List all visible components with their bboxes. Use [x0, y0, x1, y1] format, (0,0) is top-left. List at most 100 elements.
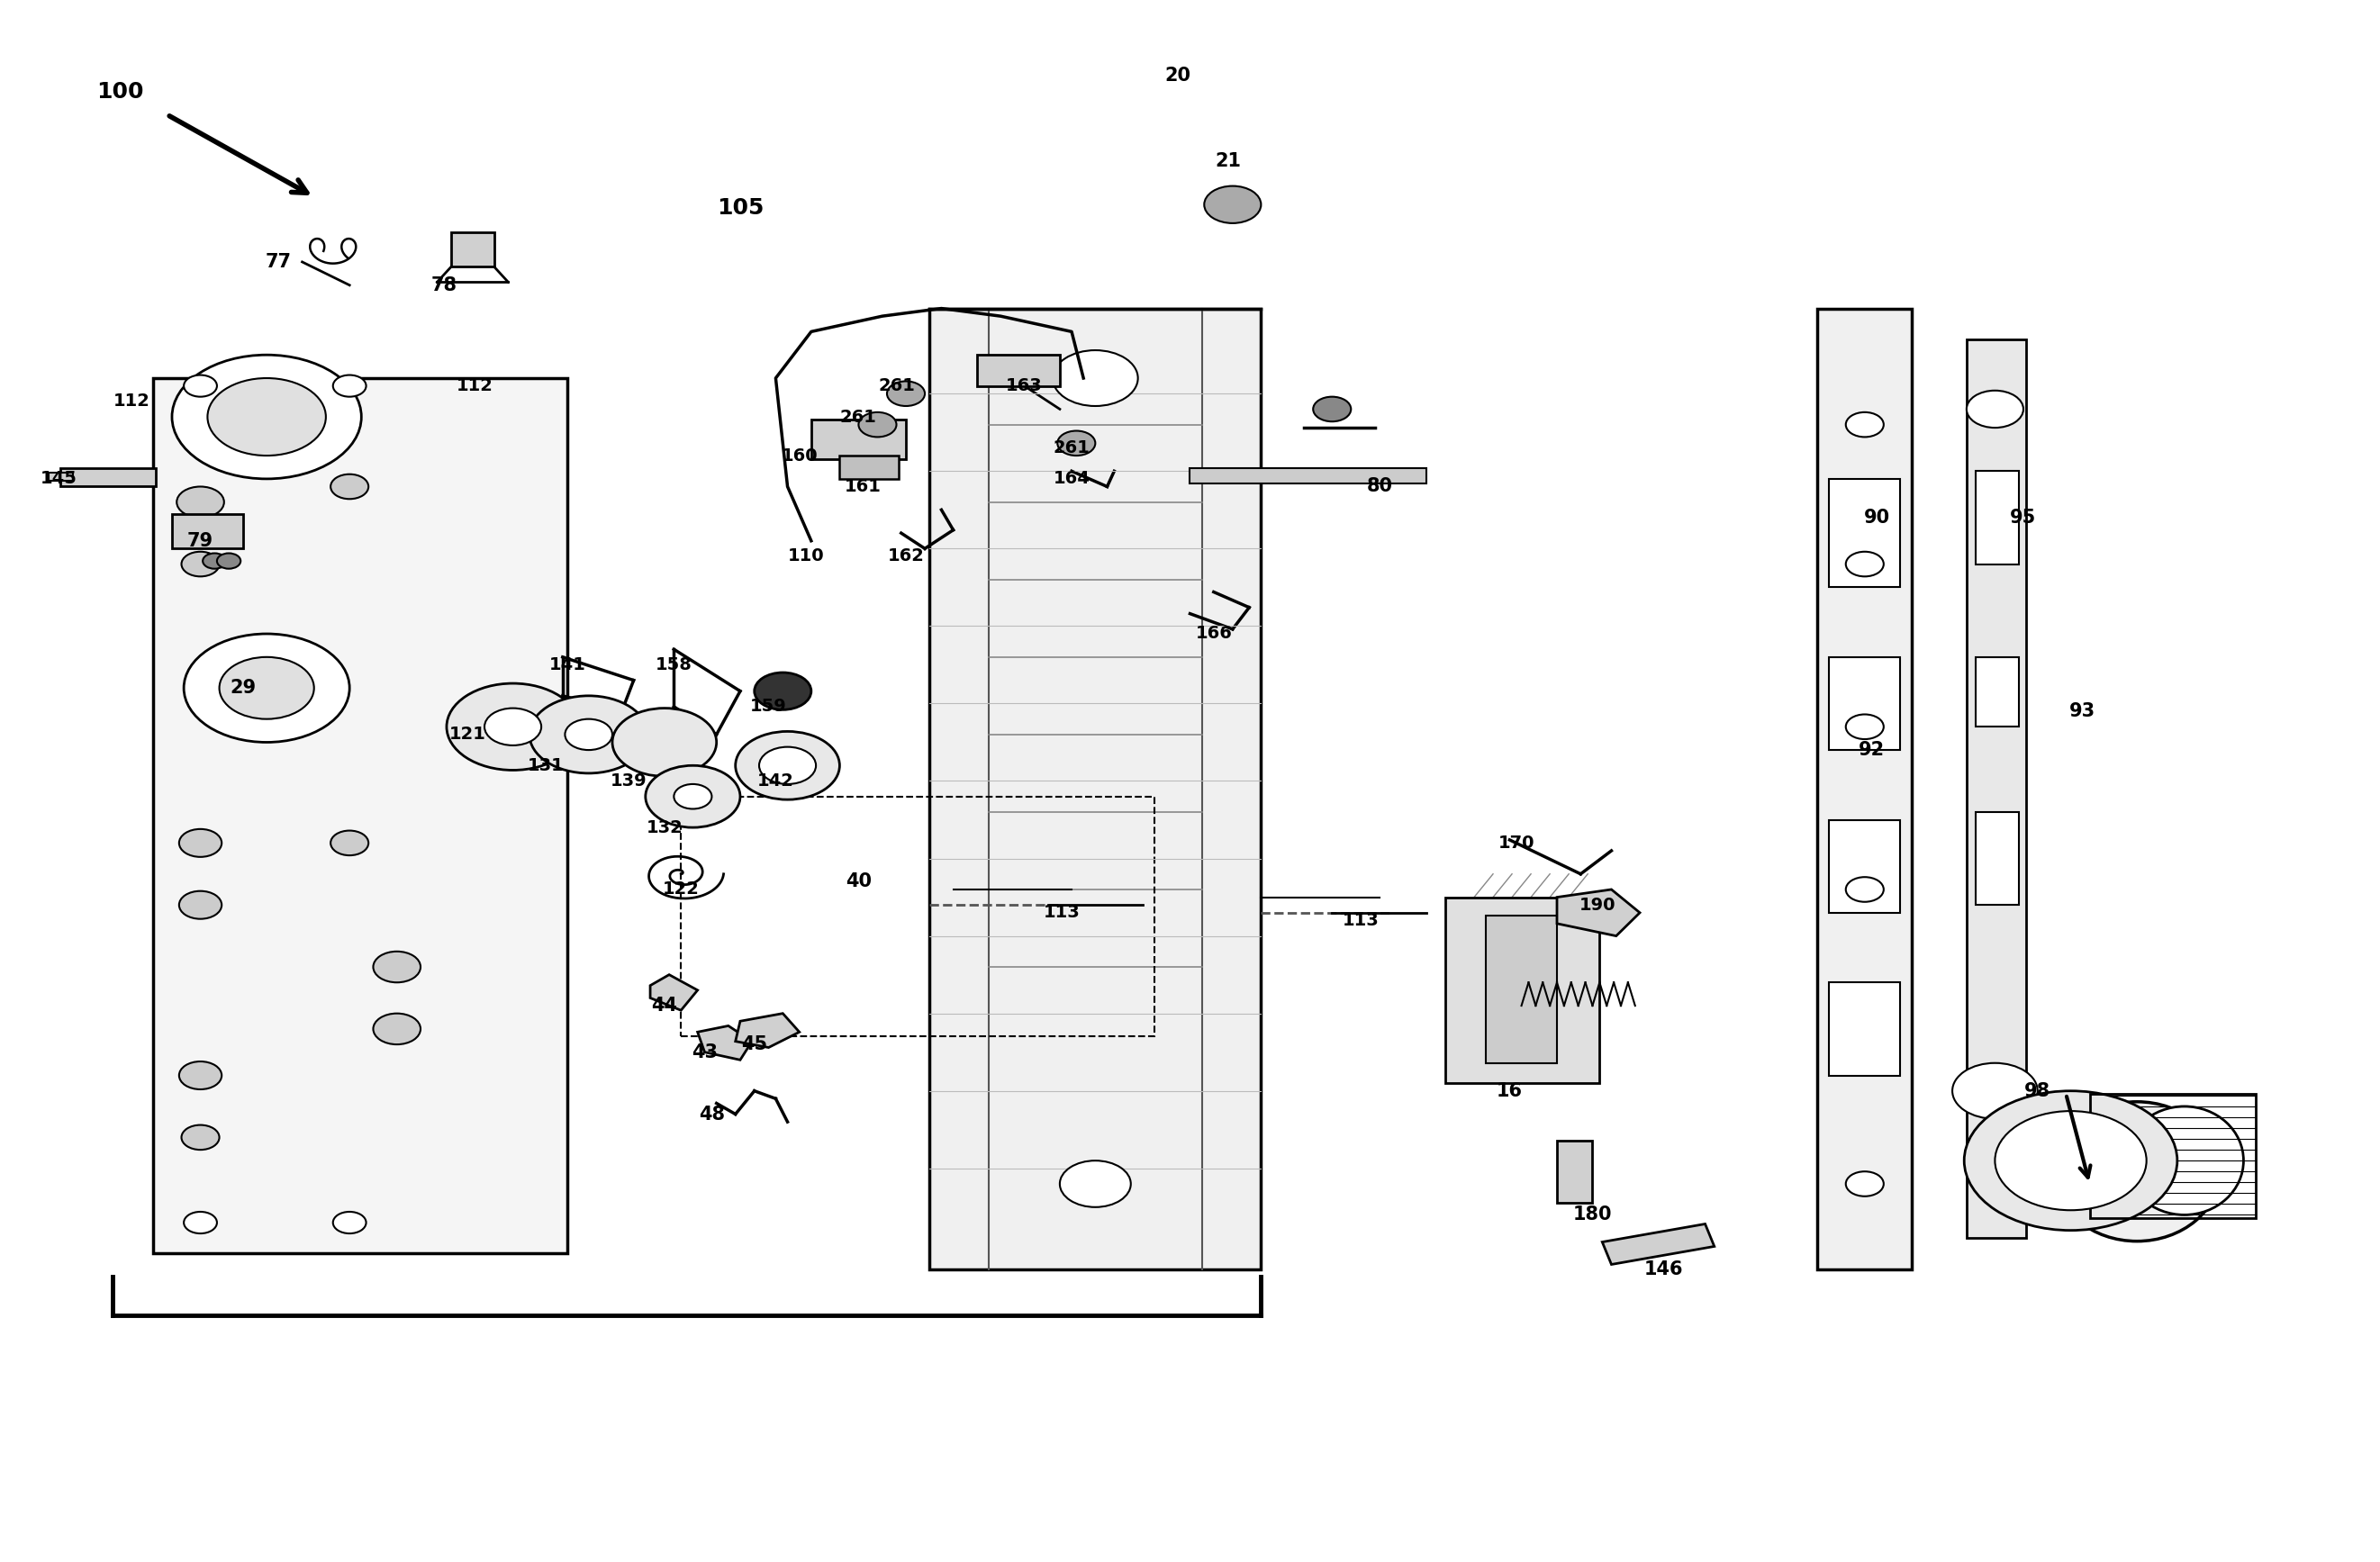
Text: 261: 261 — [840, 408, 876, 425]
Text: 146: 146 — [1645, 1261, 1683, 1278]
Circle shape — [1994, 1111, 2147, 1211]
Ellipse shape — [2054, 1101, 2221, 1242]
Circle shape — [1847, 878, 1883, 901]
Text: 16: 16 — [1497, 1082, 1523, 1100]
Circle shape — [178, 890, 221, 918]
Bar — [1818, 308, 1911, 1268]
Text: 80: 80 — [1366, 478, 1392, 495]
Circle shape — [1847, 412, 1883, 437]
Text: 90: 90 — [1864, 509, 1890, 526]
Polygon shape — [1557, 889, 1640, 936]
Circle shape — [1971, 1161, 2018, 1192]
Circle shape — [1847, 714, 1883, 739]
Circle shape — [178, 829, 221, 858]
Bar — [1190, 469, 1426, 484]
Bar — [1966, 339, 2025, 1239]
Text: 79: 79 — [188, 531, 214, 550]
Text: 45: 45 — [740, 1036, 766, 1053]
Circle shape — [217, 553, 240, 569]
Text: 78: 78 — [431, 276, 457, 294]
Circle shape — [183, 375, 217, 397]
Bar — [1602, 1225, 1714, 1265]
Circle shape — [183, 1212, 217, 1234]
Text: 113: 113 — [1342, 912, 1378, 929]
Circle shape — [1964, 1090, 2178, 1231]
Text: 100: 100 — [95, 81, 143, 102]
Bar — [1830, 820, 1899, 912]
Text: 159: 159 — [750, 698, 788, 715]
Bar — [171, 514, 243, 548]
Text: 40: 40 — [845, 873, 871, 890]
Bar — [1975, 812, 2018, 904]
Circle shape — [207, 378, 326, 456]
Text: 29: 29 — [231, 679, 257, 697]
Text: 95: 95 — [2011, 509, 2037, 526]
Text: 180: 180 — [1573, 1206, 1611, 1225]
Bar — [840, 456, 900, 480]
Text: 141: 141 — [550, 656, 585, 673]
Circle shape — [564, 719, 612, 750]
Text: 110: 110 — [788, 548, 826, 565]
Text: 48: 48 — [700, 1106, 726, 1123]
Circle shape — [1052, 350, 1138, 406]
Text: 142: 142 — [757, 773, 795, 789]
Circle shape — [1059, 1161, 1130, 1207]
Circle shape — [1952, 1064, 2037, 1118]
Text: 131: 131 — [528, 758, 564, 775]
Circle shape — [528, 695, 647, 773]
Text: 77: 77 — [267, 253, 293, 270]
Text: 113: 113 — [1045, 904, 1081, 922]
Circle shape — [612, 708, 716, 776]
Bar — [1830, 658, 1899, 750]
Circle shape — [331, 831, 369, 856]
Bar — [1830, 480, 1899, 587]
Text: 158: 158 — [654, 656, 693, 673]
Text: 166: 166 — [1195, 625, 1233, 642]
Circle shape — [181, 551, 219, 576]
Text: 170: 170 — [1499, 834, 1535, 851]
Text: 164: 164 — [1054, 470, 1090, 487]
Text: 163: 163 — [1007, 378, 1042, 395]
Text: 92: 92 — [1859, 740, 1885, 759]
Bar — [931, 308, 1261, 1268]
Bar — [1830, 982, 1899, 1075]
Circle shape — [171, 355, 362, 480]
Circle shape — [202, 553, 226, 569]
Circle shape — [1847, 551, 1883, 576]
Text: 44: 44 — [652, 997, 678, 1015]
Bar — [62, 469, 155, 487]
Text: 162: 162 — [888, 548, 923, 565]
Circle shape — [1966, 390, 2023, 428]
Bar — [1557, 1140, 1592, 1203]
Text: 145: 145 — [40, 470, 76, 487]
Text: 160: 160 — [781, 447, 819, 464]
Circle shape — [331, 475, 369, 498]
Text: 112: 112 — [114, 392, 150, 409]
Circle shape — [447, 684, 578, 770]
Text: 21: 21 — [1214, 152, 1240, 170]
Bar — [812, 420, 907, 459]
Circle shape — [674, 784, 712, 809]
Text: 139: 139 — [612, 773, 647, 789]
Text: 43: 43 — [693, 1043, 719, 1061]
Ellipse shape — [2125, 1106, 2244, 1215]
Polygon shape — [697, 1026, 752, 1061]
Text: 261: 261 — [878, 378, 914, 395]
Circle shape — [1314, 397, 1352, 422]
Bar — [681, 797, 1154, 1037]
Circle shape — [859, 412, 897, 437]
Bar — [2090, 1093, 2256, 1218]
Text: 20: 20 — [1166, 67, 1192, 84]
Circle shape — [1847, 1172, 1883, 1196]
Text: 132: 132 — [645, 818, 683, 836]
Circle shape — [888, 381, 926, 406]
Text: 98: 98 — [2025, 1082, 2052, 1100]
Text: 105: 105 — [716, 197, 764, 219]
Bar — [976, 355, 1059, 386]
Circle shape — [374, 1014, 421, 1045]
Circle shape — [374, 951, 421, 982]
Circle shape — [1057, 431, 1095, 456]
Text: 93: 93 — [2071, 703, 2097, 720]
Text: 112: 112 — [457, 378, 493, 395]
Circle shape — [1204, 186, 1261, 223]
